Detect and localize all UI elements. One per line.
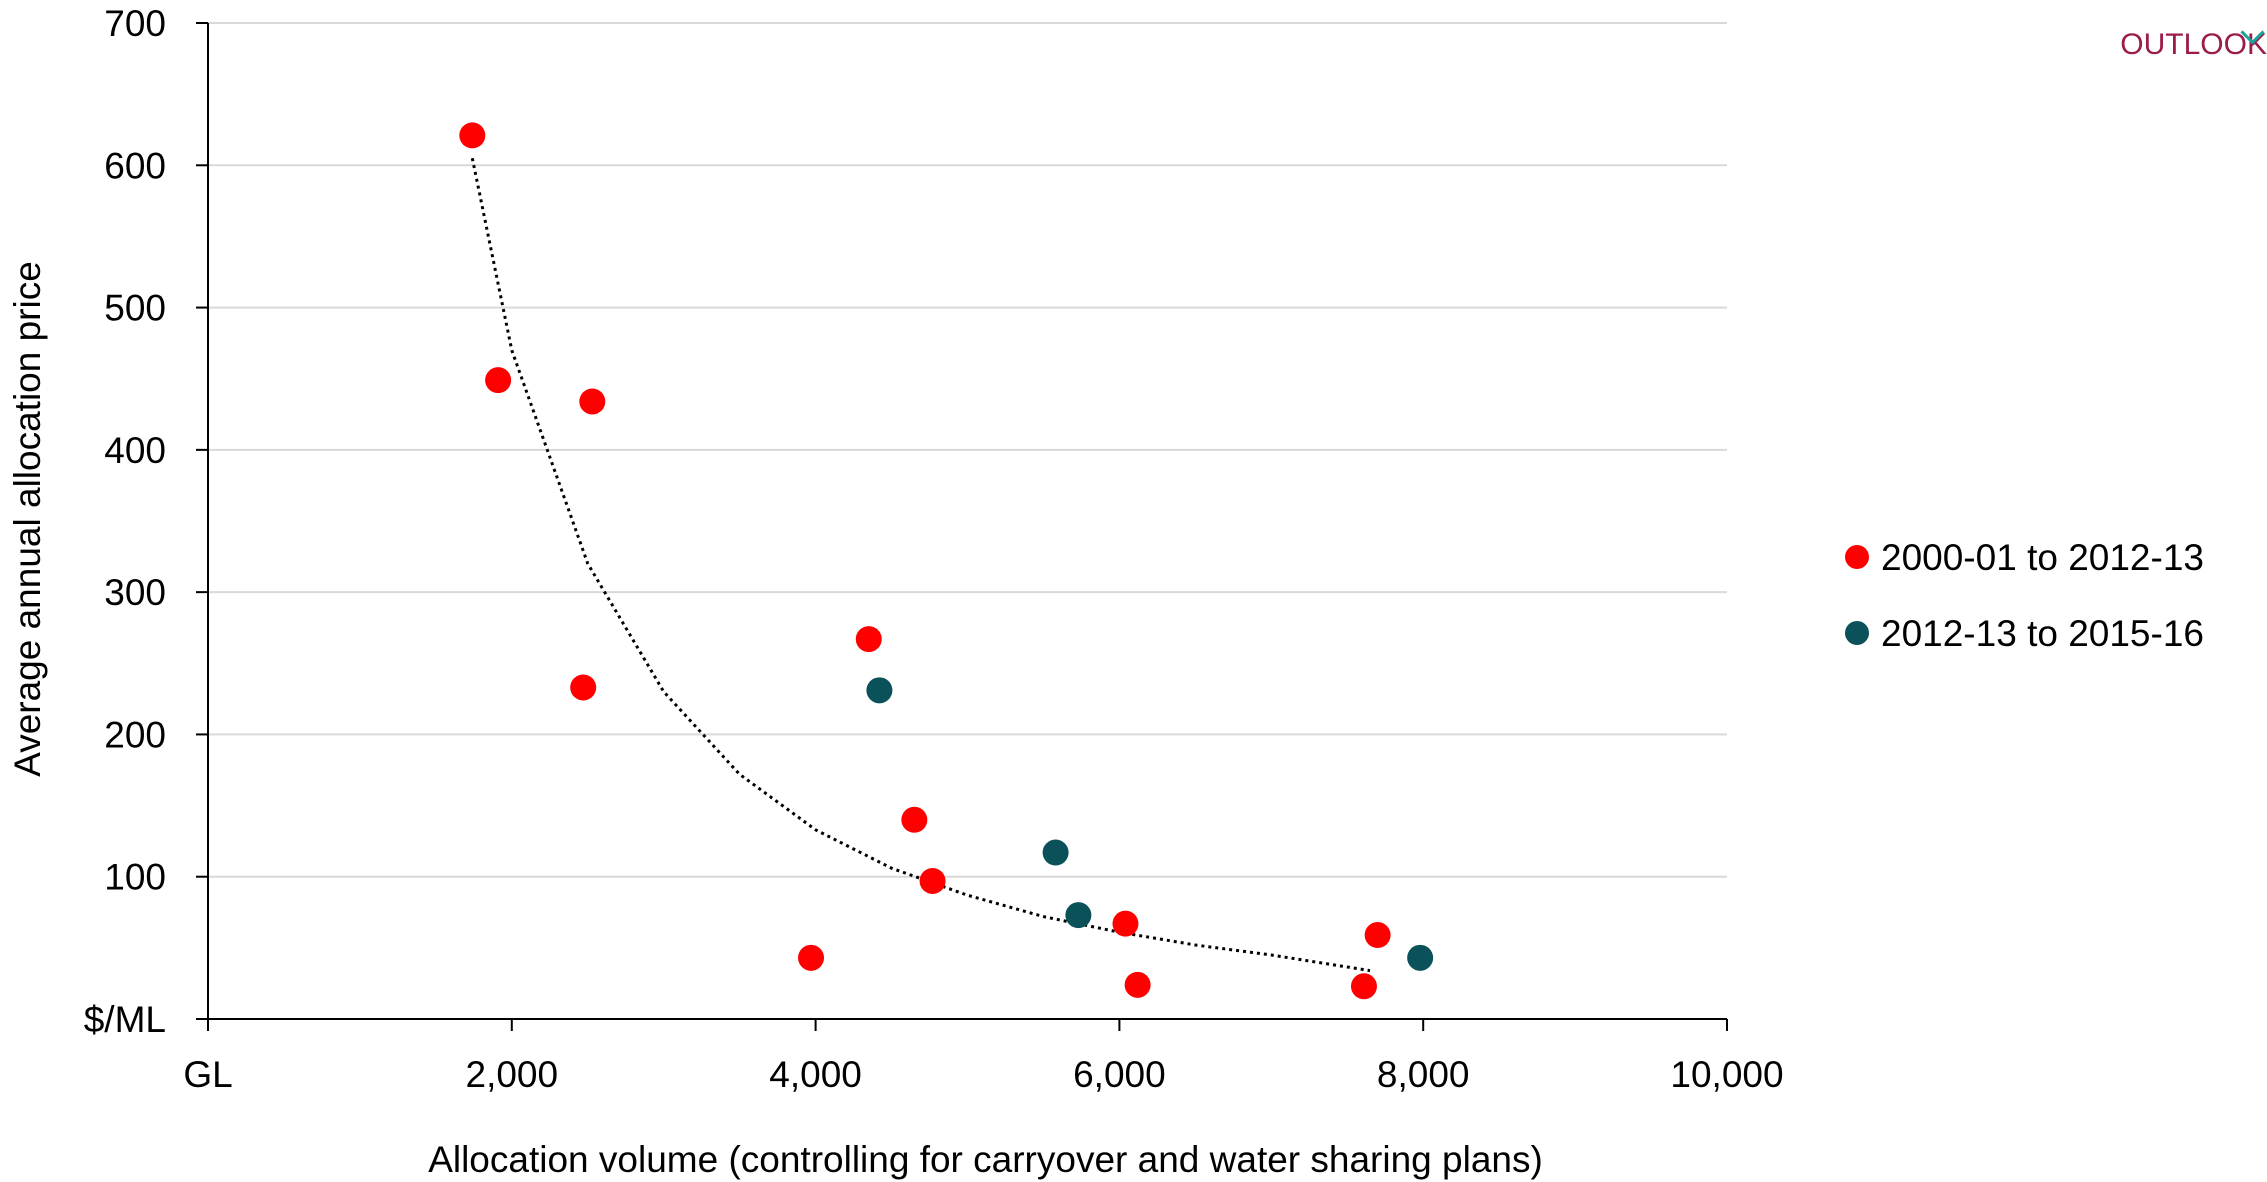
x-tick-label: GL [183,1054,232,1095]
axes [207,23,1727,1020]
legend-label: 2000-01 to 2012-13 [1881,537,2204,578]
y-tick-label: 200 [104,714,166,755]
data-point-series-1 [919,867,946,894]
x-tick-label: 6,000 [1073,1054,1166,1095]
legend-marker [1845,545,1869,569]
data-point-series-2 [1407,944,1434,971]
y-tick-label: 700 [104,3,166,44]
data-point-series-2 [866,677,893,704]
logo: OUTLOOK [2120,20,2267,62]
legend: 2000-01 to 2012-13 2012-13 to 2015-16 [1845,537,2204,654]
x-tick-label: 10,000 [1670,1054,1783,1095]
data-point-series-1 [459,122,486,149]
data-point-series-1 [1350,973,1377,1000]
data-point-series-1 [1112,910,1139,937]
legend-label: 2012-13 to 2015-16 [1881,613,2204,654]
x-tick-label: 2,000 [466,1054,559,1095]
y-axis-title: Average annual allocation price [7,261,48,777]
data-point-series-2 [1042,839,1069,866]
y-tick-label: 400 [104,430,166,471]
y-tick-label: 300 [104,572,166,613]
legend-marker [1845,621,1869,645]
y-tick-label: 100 [104,857,166,898]
logo-text: OUTLOOK [2120,28,2267,61]
data-point-series-1 [1124,971,1151,998]
data-point-series-1 [901,806,928,833]
y-axis-ticks: $/ML 100 200 300 400 500 600 700 [84,3,208,1040]
y-tick-label: 500 [104,288,166,329]
data-points [459,122,1434,1000]
data-point-series-2 [1065,902,1092,929]
data-point-series-1 [485,367,512,394]
data-point-series-1 [570,674,597,701]
data-point-series-1 [798,944,825,971]
y-tick-label: $/ML [84,999,166,1040]
x-axis-title: Allocation volume (controlling for carry… [428,1139,1543,1180]
trendline [470,157,1371,973]
data-point-series-1 [855,626,882,653]
data-point-series-1 [579,388,606,415]
data-point-series-1 [1364,922,1391,949]
x-axis-ticks: GL 2,000 4,000 6,000 8,000 10,000 [183,1019,1784,1095]
y-tick-label: 600 [104,145,166,186]
trendline-path [470,157,1371,973]
x-tick-label: 8,000 [1377,1054,1470,1095]
x-tick-label: 4,000 [769,1054,862,1095]
gridlines [208,22,1727,878]
